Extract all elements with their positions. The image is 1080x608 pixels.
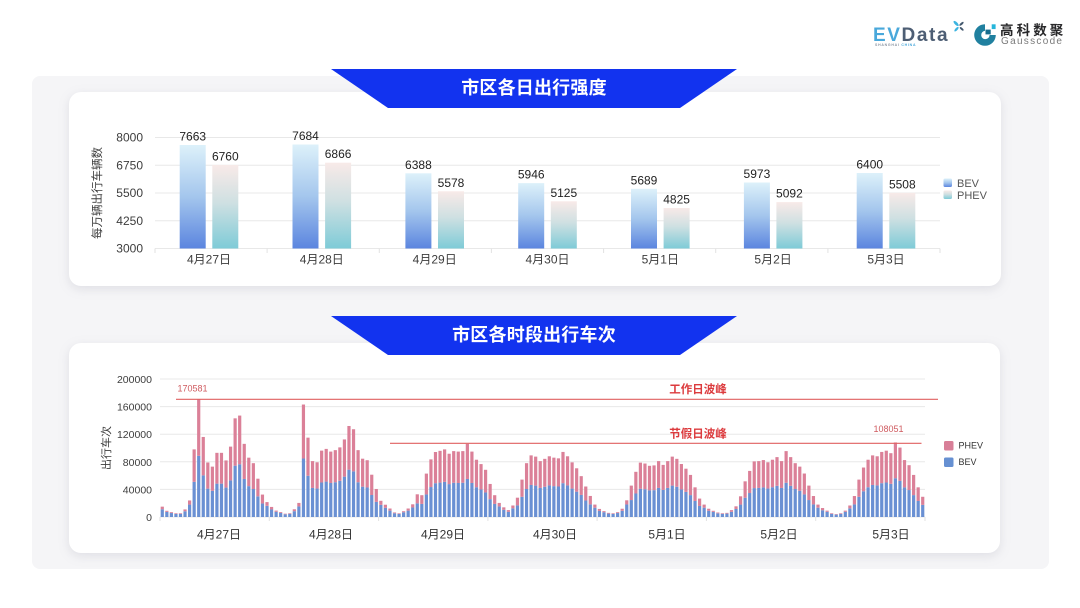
svg-text:7684: 7684 xyxy=(292,129,319,143)
svg-text:每万辆出行车辆数: 每万辆出行车辆数 xyxy=(90,147,104,239)
svg-text:3000: 3000 xyxy=(116,242,143,256)
svg-text:0: 0 xyxy=(146,512,152,524)
svg-text:4月28日: 4月28日 xyxy=(309,528,353,542)
svg-text:PHEV: PHEV xyxy=(957,190,988,202)
svg-text:6400: 6400 xyxy=(856,158,883,172)
svg-text:108051: 108051 xyxy=(873,424,903,434)
svg-text:4月27日: 4月27日 xyxy=(187,253,231,267)
svg-text:5月1日: 5月1日 xyxy=(642,253,679,267)
svg-text:170581: 170581 xyxy=(177,384,207,394)
svg-text:5973: 5973 xyxy=(744,167,771,181)
svg-text:5月3日: 5月3日 xyxy=(872,528,909,542)
svg-text:40000: 40000 xyxy=(123,484,152,496)
svg-text:80000: 80000 xyxy=(123,457,152,469)
svg-text:4月30日: 4月30日 xyxy=(525,253,569,267)
svg-text:160000: 160000 xyxy=(117,402,152,414)
svg-text:4月30日: 4月30日 xyxy=(533,528,577,542)
svg-text:6866: 6866 xyxy=(325,147,352,161)
svg-text:节假日波峰: 节假日波峰 xyxy=(669,427,727,441)
svg-text:4250: 4250 xyxy=(116,214,143,228)
svg-text:200000: 200000 xyxy=(117,374,152,386)
svg-text:5月2日: 5月2日 xyxy=(760,528,797,542)
svg-text:4月29日: 4月29日 xyxy=(413,253,457,267)
svg-text:5946: 5946 xyxy=(518,168,545,182)
svg-text:5125: 5125 xyxy=(550,186,577,200)
svg-text:4825: 4825 xyxy=(663,193,690,207)
svg-text:PHEV: PHEV xyxy=(959,441,984,451)
svg-text:7663: 7663 xyxy=(179,130,206,144)
svg-text:4月27日: 4月27日 xyxy=(197,528,241,542)
svg-text:出行车次: 出行车次 xyxy=(99,426,113,470)
svg-text:4月28日: 4月28日 xyxy=(300,253,344,267)
svg-text:5689: 5689 xyxy=(631,173,658,187)
svg-text:5578: 5578 xyxy=(438,176,465,190)
svg-text:6760: 6760 xyxy=(212,150,239,164)
svg-text:5500: 5500 xyxy=(116,186,143,200)
svg-text:8000: 8000 xyxy=(116,131,143,145)
svg-text:5月3日: 5月3日 xyxy=(867,253,904,267)
svg-text:工作日波峰: 工作日波峰 xyxy=(669,382,727,396)
svg-text:5月2日: 5月2日 xyxy=(754,253,791,267)
svg-text:5092: 5092 xyxy=(776,187,803,201)
svg-text:120000: 120000 xyxy=(117,429,152,441)
svg-text:BEV: BEV xyxy=(957,178,980,190)
svg-text:5508: 5508 xyxy=(889,177,916,191)
svg-text:BEV: BEV xyxy=(959,457,977,467)
svg-text:5月1日: 5月1日 xyxy=(648,528,685,542)
svg-text:6388: 6388 xyxy=(405,158,432,172)
svg-text:6750: 6750 xyxy=(116,159,143,173)
svg-text:4月29日: 4月29日 xyxy=(421,528,465,542)
